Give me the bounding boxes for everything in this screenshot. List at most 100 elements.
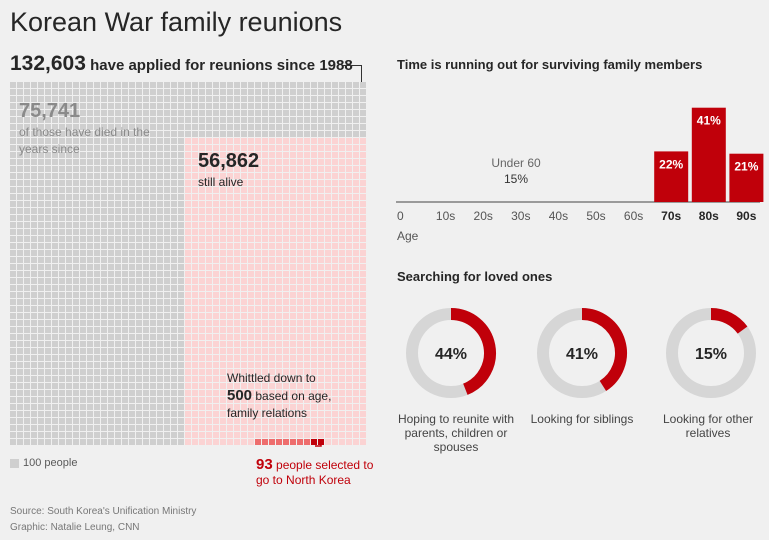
donut-section-title: Searching for loved ones	[397, 269, 553, 284]
waffle-cell-died	[24, 117, 30, 123]
waffle-cell-alive	[360, 299, 366, 305]
waffle-cell-died	[150, 257, 156, 263]
waffle-cell-died	[24, 236, 30, 242]
waffle-cell-died	[31, 299, 37, 305]
waffle-cell-alive	[339, 201, 345, 207]
waffle-cell-alive	[339, 383, 345, 389]
waffle-cell-died	[339, 117, 345, 123]
waffle-cell-died	[150, 411, 156, 417]
waffle-cell-alive	[185, 313, 191, 319]
waffle-cell-died	[164, 278, 170, 284]
waffle-cell-alive	[269, 173, 275, 179]
waffle-cell-died	[178, 159, 184, 165]
waffle-cell-alive	[206, 341, 212, 347]
waffle-cell-alive	[283, 250, 289, 256]
waffle-cell-alive	[206, 257, 212, 263]
waffle-cell-died	[318, 131, 324, 137]
waffle-cell-died	[38, 411, 44, 417]
waffle-cell-alive	[227, 348, 233, 354]
waffle-cell-died	[38, 306, 44, 312]
waffle-cell-died	[164, 355, 170, 361]
waffle-cell-died	[122, 271, 128, 277]
waffle-cell-died	[10, 313, 16, 319]
waffle-cell-died	[73, 124, 79, 130]
waffle-cell-died	[45, 215, 51, 221]
waffle-cell-alive	[297, 320, 303, 326]
waffle-cell-died	[108, 208, 114, 214]
waffle-cell-alive	[227, 215, 233, 221]
waffle-cell-died	[248, 131, 254, 137]
waffle-cell-alive	[227, 257, 233, 263]
waffle-cell-died	[234, 110, 240, 116]
waffle-cell-alive	[297, 397, 303, 403]
waffle-cell-alive	[332, 236, 338, 242]
waffle-cell-died	[164, 348, 170, 354]
waffle-cell-alive	[332, 439, 338, 445]
waffle-cell-died	[87, 103, 93, 109]
waffle-cell-died	[143, 166, 149, 172]
waffle-cell-died	[122, 299, 128, 305]
waffle-cell-alive	[283, 306, 289, 312]
waffle-cell-died	[157, 194, 163, 200]
waffle-cell-died	[101, 257, 107, 263]
waffle-cell-died	[185, 82, 191, 88]
waffle-cell-died	[164, 418, 170, 424]
waffle-cell-alive	[269, 383, 275, 389]
waffle-cell-alive	[206, 201, 212, 207]
waffle-cell-died	[220, 103, 226, 109]
waffle-cell-alive	[304, 355, 310, 361]
waffle-cell-alive	[262, 348, 268, 354]
waffle-cell-died	[73, 187, 79, 193]
waffle-cell-died	[87, 334, 93, 340]
waffle-cell-alive	[185, 299, 191, 305]
waffle-cell-alive	[353, 390, 359, 396]
waffle-cell-alive	[206, 271, 212, 277]
waffle-cell-alive	[269, 278, 275, 284]
waffle-cell-died	[164, 180, 170, 186]
waffle-cell-alive	[360, 271, 366, 277]
waffle-cell-alive	[332, 418, 338, 424]
waffle-cell-died	[52, 180, 58, 186]
waffle-cell-died	[24, 166, 30, 172]
waffle-cell-alive	[255, 278, 261, 284]
waffle-cell-died	[73, 383, 79, 389]
waffle-cell-died	[73, 180, 79, 186]
waffle-cell-died	[157, 96, 163, 102]
waffle-cell-died	[52, 257, 58, 263]
waffle-cell-alive	[360, 229, 366, 235]
waffle-cell-alive	[192, 236, 198, 242]
waffle-cell-alive	[234, 187, 240, 193]
waffle-cell-alive	[227, 383, 233, 389]
waffle-cell-alive	[262, 327, 268, 333]
waffle-cell-died	[241, 124, 247, 130]
waffle-cell-alive	[346, 250, 352, 256]
waffle-cell-died	[87, 257, 93, 263]
waffle-cell-alive	[325, 285, 331, 291]
waffle-cell-alive	[255, 271, 261, 277]
waffle-cell-alive	[276, 418, 282, 424]
waffle-cell-alive	[185, 264, 191, 270]
waffle-cell-died	[101, 103, 107, 109]
waffle-cell-died	[80, 222, 86, 228]
waffle-cell-alive	[241, 404, 247, 410]
waffle-cell-died	[45, 439, 51, 445]
waffle-cell-died	[59, 110, 65, 116]
waffle-cell-alive	[199, 138, 205, 144]
waffle-cell-alive	[311, 194, 317, 200]
waffle-cell-alive	[213, 285, 219, 291]
page-title: Korean War family reunions	[10, 7, 343, 37]
waffle-cell-died	[178, 348, 184, 354]
waffle-cell-alive	[332, 208, 338, 214]
waffle-cell-died	[157, 397, 163, 403]
waffle-cell-alive	[213, 215, 219, 221]
waffle-cell-alive	[304, 390, 310, 396]
waffle-cell-died	[17, 397, 23, 403]
waffle-cell-alive	[192, 159, 198, 165]
waffle-cell-died	[66, 152, 72, 158]
waffle-cell-died	[80, 229, 86, 235]
waffle-cell-died	[101, 180, 107, 186]
waffle-cell-alive	[262, 404, 268, 410]
waffle-cell-died	[143, 264, 149, 270]
waffle-cell-alive	[248, 425, 254, 431]
waffle-cell-died	[150, 327, 156, 333]
